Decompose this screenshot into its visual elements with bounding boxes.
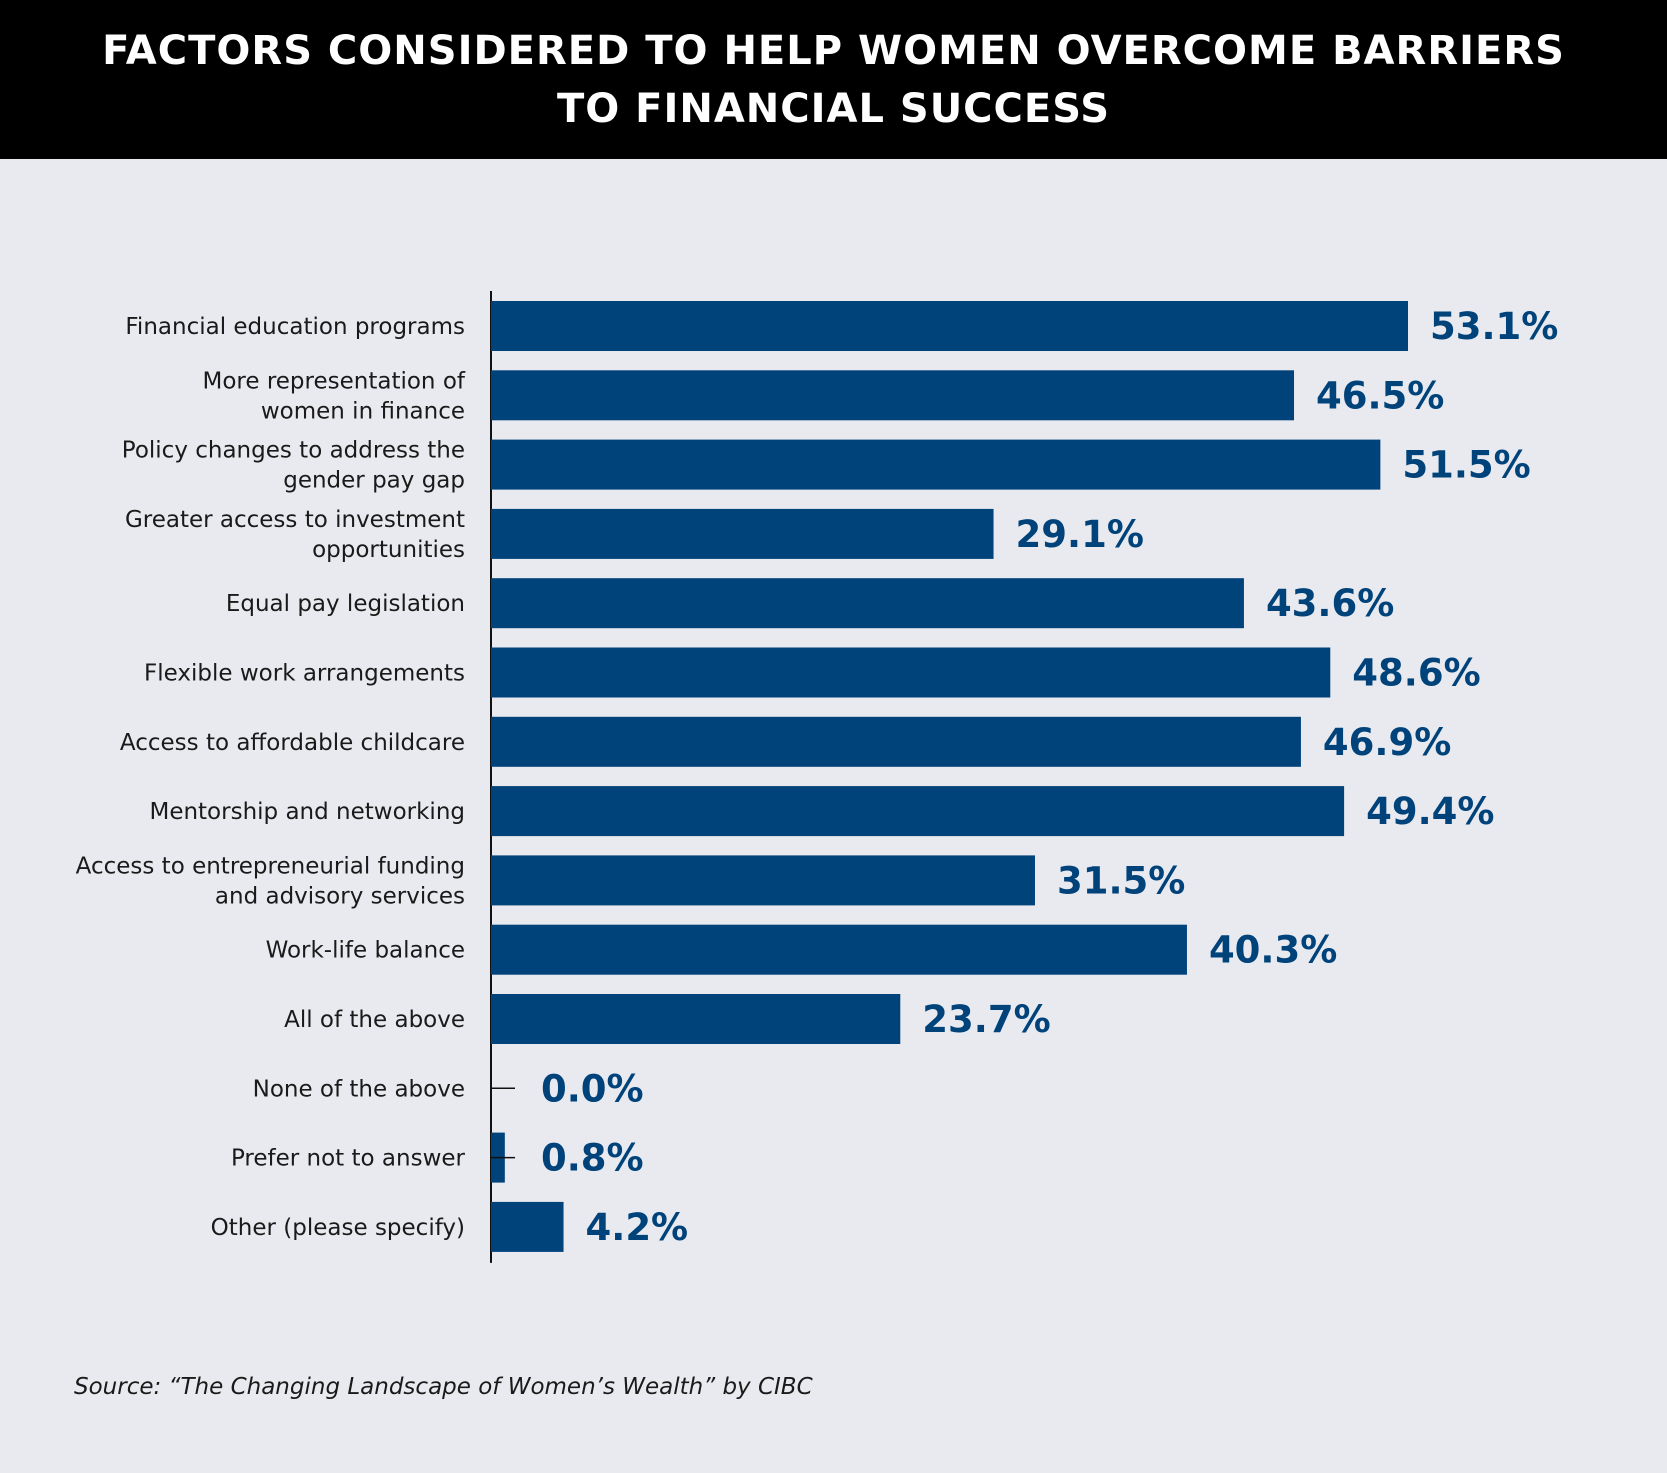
- value-label-13: 4.2%: [586, 1206, 689, 1249]
- category-label-13-line-0: Other (please specify): [211, 1215, 465, 1241]
- chart-title-line-2: TO FINANCIAL SUCCESS: [556, 85, 1111, 132]
- value-label-8: 31.5%: [1057, 859, 1185, 902]
- bar-5: [491, 647, 1331, 698]
- value-label-10: 23.7%: [922, 998, 1050, 1041]
- value-label-2: 51.5%: [1402, 444, 1530, 487]
- category-label-10-line-0: All of the above: [284, 1007, 465, 1033]
- category-label-8: Access to entrepreneurial funding and adv…: [76, 853, 465, 909]
- chart-title-line-1: FACTORS CONSIDERED TO HELP WOMEN OVERCOM…: [102, 27, 1565, 74]
- category-label-11-line-0: None of the above: [253, 1076, 465, 1102]
- bar-3: [491, 508, 994, 559]
- bar-2: [491, 439, 1381, 490]
- chart-title: FACTORS CONSIDERED TO HELP WOMEN OVERCOM…: [0, 0, 1667, 159]
- category-label-0: Financial education programs: [125, 314, 465, 340]
- value-label-7: 49.4%: [1366, 790, 1494, 833]
- category-label-1: More representation of women in finance: [203, 368, 466, 424]
- category-label-5: Flexible work arrangements: [144, 661, 465, 687]
- value-label-9: 40.3%: [1209, 929, 1337, 972]
- value-label-1: 46.5%: [1316, 374, 1444, 417]
- category-label-6-line-0: Access to affordable childcare: [120, 730, 465, 756]
- value-label-12: 0.8%: [541, 1137, 644, 1180]
- category-label-8-line-1: and advisory services: [215, 883, 465, 909]
- category-label-8-line-0: Access to entrepreneurial funding: [76, 853, 465, 879]
- bar-1: [491, 370, 1295, 421]
- category-label-2-line-0: Policy changes to address the: [122, 438, 465, 464]
- category-label-11: None of the above: [253, 1076, 465, 1102]
- category-label-1-line-1: women in finance: [261, 398, 465, 424]
- category-label-7-line-0: Mentorship and networking: [149, 799, 465, 825]
- bar-9: [491, 924, 1187, 975]
- value-label-0: 53.1%: [1430, 305, 1558, 348]
- category-label-10: All of the above: [284, 1007, 465, 1033]
- source-note: Source: “The Changing Landscape of Women…: [74, 1374, 813, 1400]
- category-label-3-line-1: opportunities: [312, 537, 465, 563]
- value-label-3: 29.1%: [1016, 513, 1144, 556]
- category-label-5-line-0: Flexible work arrangements: [144, 661, 465, 687]
- category-label-3: Greater access to investment opportunitie…: [125, 507, 465, 563]
- category-label-13: Other (please specify): [211, 1215, 465, 1241]
- bar-8: [491, 855, 1035, 906]
- bar-13: [491, 1201, 564, 1252]
- bar-7: [491, 786, 1345, 837]
- category-label-2-line-1: gender pay gap: [283, 468, 465, 494]
- category-label-12: Prefer not to answer: [231, 1146, 466, 1172]
- value-label-6: 46.9%: [1323, 721, 1451, 764]
- category-label-3-line-0: Greater access to investment: [125, 507, 465, 533]
- bar-4: [491, 578, 1244, 629]
- bar-6: [491, 716, 1301, 767]
- category-label-7: Mentorship and networking: [149, 799, 465, 825]
- category-label-2: Policy changes to address the gender pay …: [122, 438, 465, 494]
- category-label-6: Access to affordable childcare: [120, 730, 465, 756]
- category-label-4-line-0: Equal pay legislation: [226, 591, 465, 617]
- category-label-9: Work-life balance: [266, 938, 465, 964]
- bar-0: [491, 301, 1408, 351]
- bar-10: [491, 994, 901, 1044]
- category-label-4: Equal pay legislation: [226, 591, 465, 617]
- category-label-12-line-0: Prefer not to answer: [231, 1146, 466, 1172]
- value-label-4: 43.6%: [1266, 582, 1394, 625]
- value-label-11: 0.0%: [541, 1067, 644, 1110]
- category-label-9-line-0: Work-life balance: [266, 938, 465, 964]
- value-label-5: 48.6%: [1352, 652, 1480, 695]
- category-label-0-line-0: Financial education programs: [125, 314, 465, 340]
- category-label-1-line-0: More representation of: [203, 368, 466, 394]
